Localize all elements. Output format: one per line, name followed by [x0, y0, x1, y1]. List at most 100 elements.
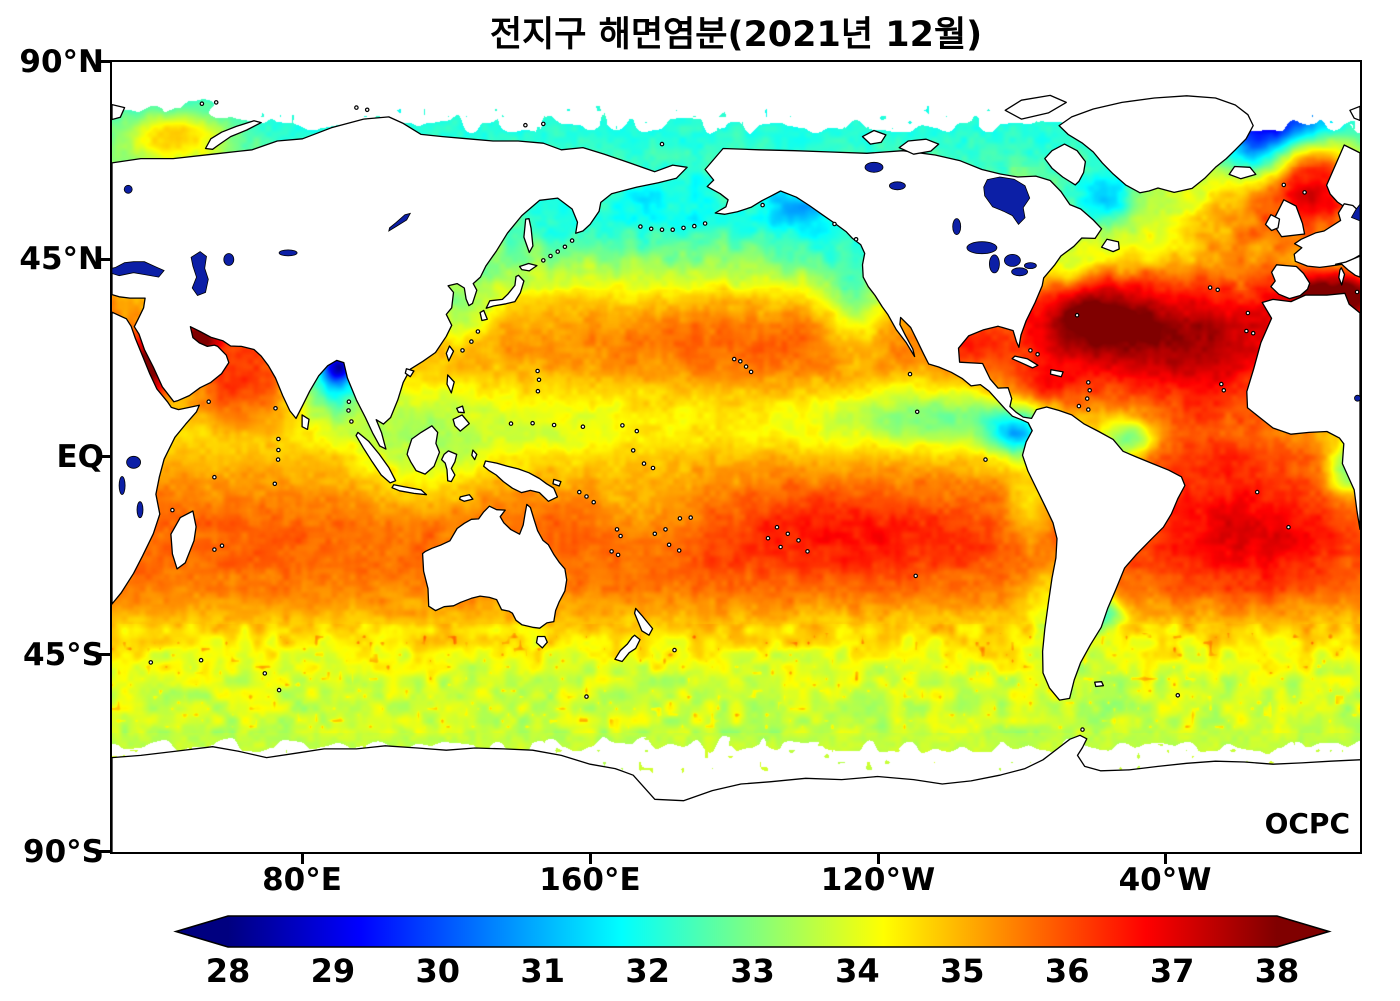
lake	[1354, 394, 1360, 402]
island-speck	[540, 121, 546, 127]
island-speck	[364, 107, 370, 113]
island-speck	[469, 339, 474, 344]
island-speck	[1354, 289, 1360, 295]
colorbar-tick-label: 30	[415, 952, 461, 990]
landmass	[391, 484, 428, 496]
y-axis-label: EQ	[56, 439, 104, 475]
island-speck	[273, 405, 278, 411]
island-speck	[213, 100, 219, 105]
y-axis-tick-mark	[99, 60, 110, 63]
island-speck	[199, 101, 205, 107]
landmass	[1044, 143, 1087, 186]
colorbar-tick-label: 36	[1044, 952, 1090, 990]
island-speck	[346, 399, 352, 405]
colorbar-tick-label: 33	[730, 952, 775, 990]
lake	[190, 251, 209, 296]
lake	[983, 176, 1031, 226]
y-axis-tick-mark	[99, 455, 110, 458]
island-speck	[1221, 387, 1227, 393]
colorbar-tick-label: 31	[520, 952, 565, 990]
landmass	[355, 431, 397, 484]
island-speck	[1281, 182, 1287, 188]
lake	[1004, 253, 1021, 267]
island-speck	[618, 533, 623, 539]
landmass	[1325, 144, 1360, 215]
island-speck	[1215, 287, 1221, 293]
x-axis-label: 40°W	[1118, 862, 1212, 898]
x-axis-tick-mark	[589, 854, 592, 864]
landmass	[861, 129, 887, 145]
island-speck	[1076, 403, 1082, 409]
landmass	[1228, 165, 1257, 180]
colorbar-tick-label: 32	[625, 952, 670, 990]
coastline-overlay	[112, 94, 1360, 852]
island-speck	[785, 531, 791, 537]
island-speck	[1207, 285, 1213, 290]
island-speck	[569, 238, 575, 243]
lake	[136, 501, 144, 519]
y-axis-tick-mark	[99, 653, 110, 656]
island-speck	[562, 244, 568, 250]
landmass	[452, 414, 470, 432]
x-axis-label: 120°W	[820, 862, 936, 898]
island-speck	[748, 369, 754, 375]
island-speck	[737, 358, 743, 364]
island-speck	[914, 409, 920, 415]
island-speck	[778, 544, 783, 550]
island-speck	[672, 647, 677, 653]
island-speck	[702, 221, 708, 226]
landmass	[404, 368, 415, 378]
island-speck	[349, 419, 354, 424]
island-speck	[743, 364, 749, 369]
island-speck	[614, 527, 620, 532]
island-speck	[650, 465, 656, 471]
island-speck	[198, 657, 204, 663]
island-speck	[591, 499, 597, 505]
island-speck	[676, 548, 682, 553]
island-speck	[688, 515, 694, 520]
island-speck	[731, 356, 737, 362]
lake	[118, 476, 126, 495]
landmass	[1338, 267, 1346, 286]
x-axis-label: 80°E	[262, 862, 342, 898]
landmass	[1246, 292, 1360, 531]
landmass	[535, 635, 548, 649]
island-speck	[212, 474, 217, 480]
landmass	[483, 460, 559, 502]
island-speck	[262, 671, 268, 676]
island-speck	[641, 461, 647, 466]
lake	[223, 253, 235, 266]
island-speck	[853, 237, 859, 242]
island-speck	[1244, 328, 1249, 334]
colorbar-gradient-bar	[173, 915, 1332, 948]
x-axis-label: 160°E	[539, 862, 641, 898]
island-speck	[212, 547, 217, 552]
island-speck	[1087, 387, 1093, 393]
island-speck	[620, 423, 625, 428]
landmass	[1270, 264, 1311, 300]
island-speck	[580, 424, 586, 430]
island-speck	[1219, 381, 1224, 387]
island-speck	[663, 527, 668, 532]
y-axis-label: 90°S	[23, 834, 104, 870]
island-speck	[576, 489, 582, 495]
y-axis-tick-mark	[99, 850, 110, 853]
island-speck	[691, 223, 697, 229]
landmass	[1049, 369, 1064, 378]
colorbar-tick-label: 29	[310, 952, 356, 990]
lake	[989, 254, 1000, 274]
landmass	[479, 309, 488, 322]
landmass	[1293, 203, 1360, 269]
island-speck	[832, 221, 837, 227]
island-speck	[796, 538, 801, 543]
x-axis-tick-mark	[1164, 854, 1167, 864]
landmass	[204, 120, 262, 150]
landmass	[898, 138, 940, 155]
island-speck	[354, 105, 359, 110]
landmass	[421, 503, 568, 629]
landmass	[112, 311, 200, 605]
landmass	[523, 218, 534, 254]
island-speck	[659, 227, 665, 233]
landmass	[458, 494, 474, 502]
landmass	[552, 478, 562, 487]
